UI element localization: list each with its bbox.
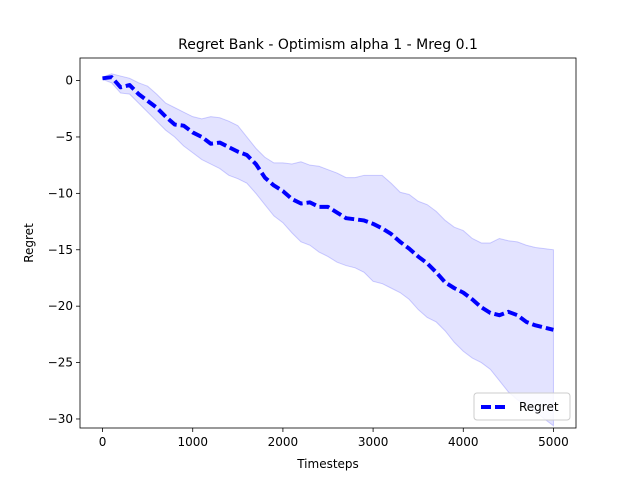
confidence-band <box>102 73 554 427</box>
y-tick-label: 0 <box>65 74 73 88</box>
y-axis-ticks: 0 −5 −10 −15 −20 −25 −30 <box>48 74 80 426</box>
y-tick-label: −20 <box>48 299 73 313</box>
y-tick-label: −25 <box>48 356 73 370</box>
x-tick-label: 2000 <box>268 435 299 449</box>
plot-area <box>102 73 554 427</box>
y-tick-label: −10 <box>48 186 73 200</box>
series-line-regret <box>102 75 554 332</box>
x-tick-label: 5000 <box>538 435 569 449</box>
legend-frame <box>473 392 571 421</box>
x-axis-ticks: 0 1000 2000 3000 4000 5000 <box>99 428 569 449</box>
y-tick-label: −30 <box>48 412 73 426</box>
x-tick-label: 0 <box>99 435 107 449</box>
x-tick-label: 3000 <box>358 435 389 449</box>
legend-label-regret: Regret <box>519 400 559 414</box>
x-tick-label: 4000 <box>448 435 479 449</box>
axes-frame <box>79 57 577 429</box>
y-tick-label: −5 <box>55 130 73 144</box>
y-axis-label: Regret <box>22 223 36 263</box>
x-tick-label: 1000 <box>177 435 208 449</box>
x-axis-label: Timesteps <box>296 457 359 471</box>
chart-title: Regret Bank - Optimism alpha 1 - Mreg 0.… <box>178 37 478 53</box>
legend: Regret <box>473 392 571 421</box>
y-tick-label: −15 <box>48 243 73 257</box>
